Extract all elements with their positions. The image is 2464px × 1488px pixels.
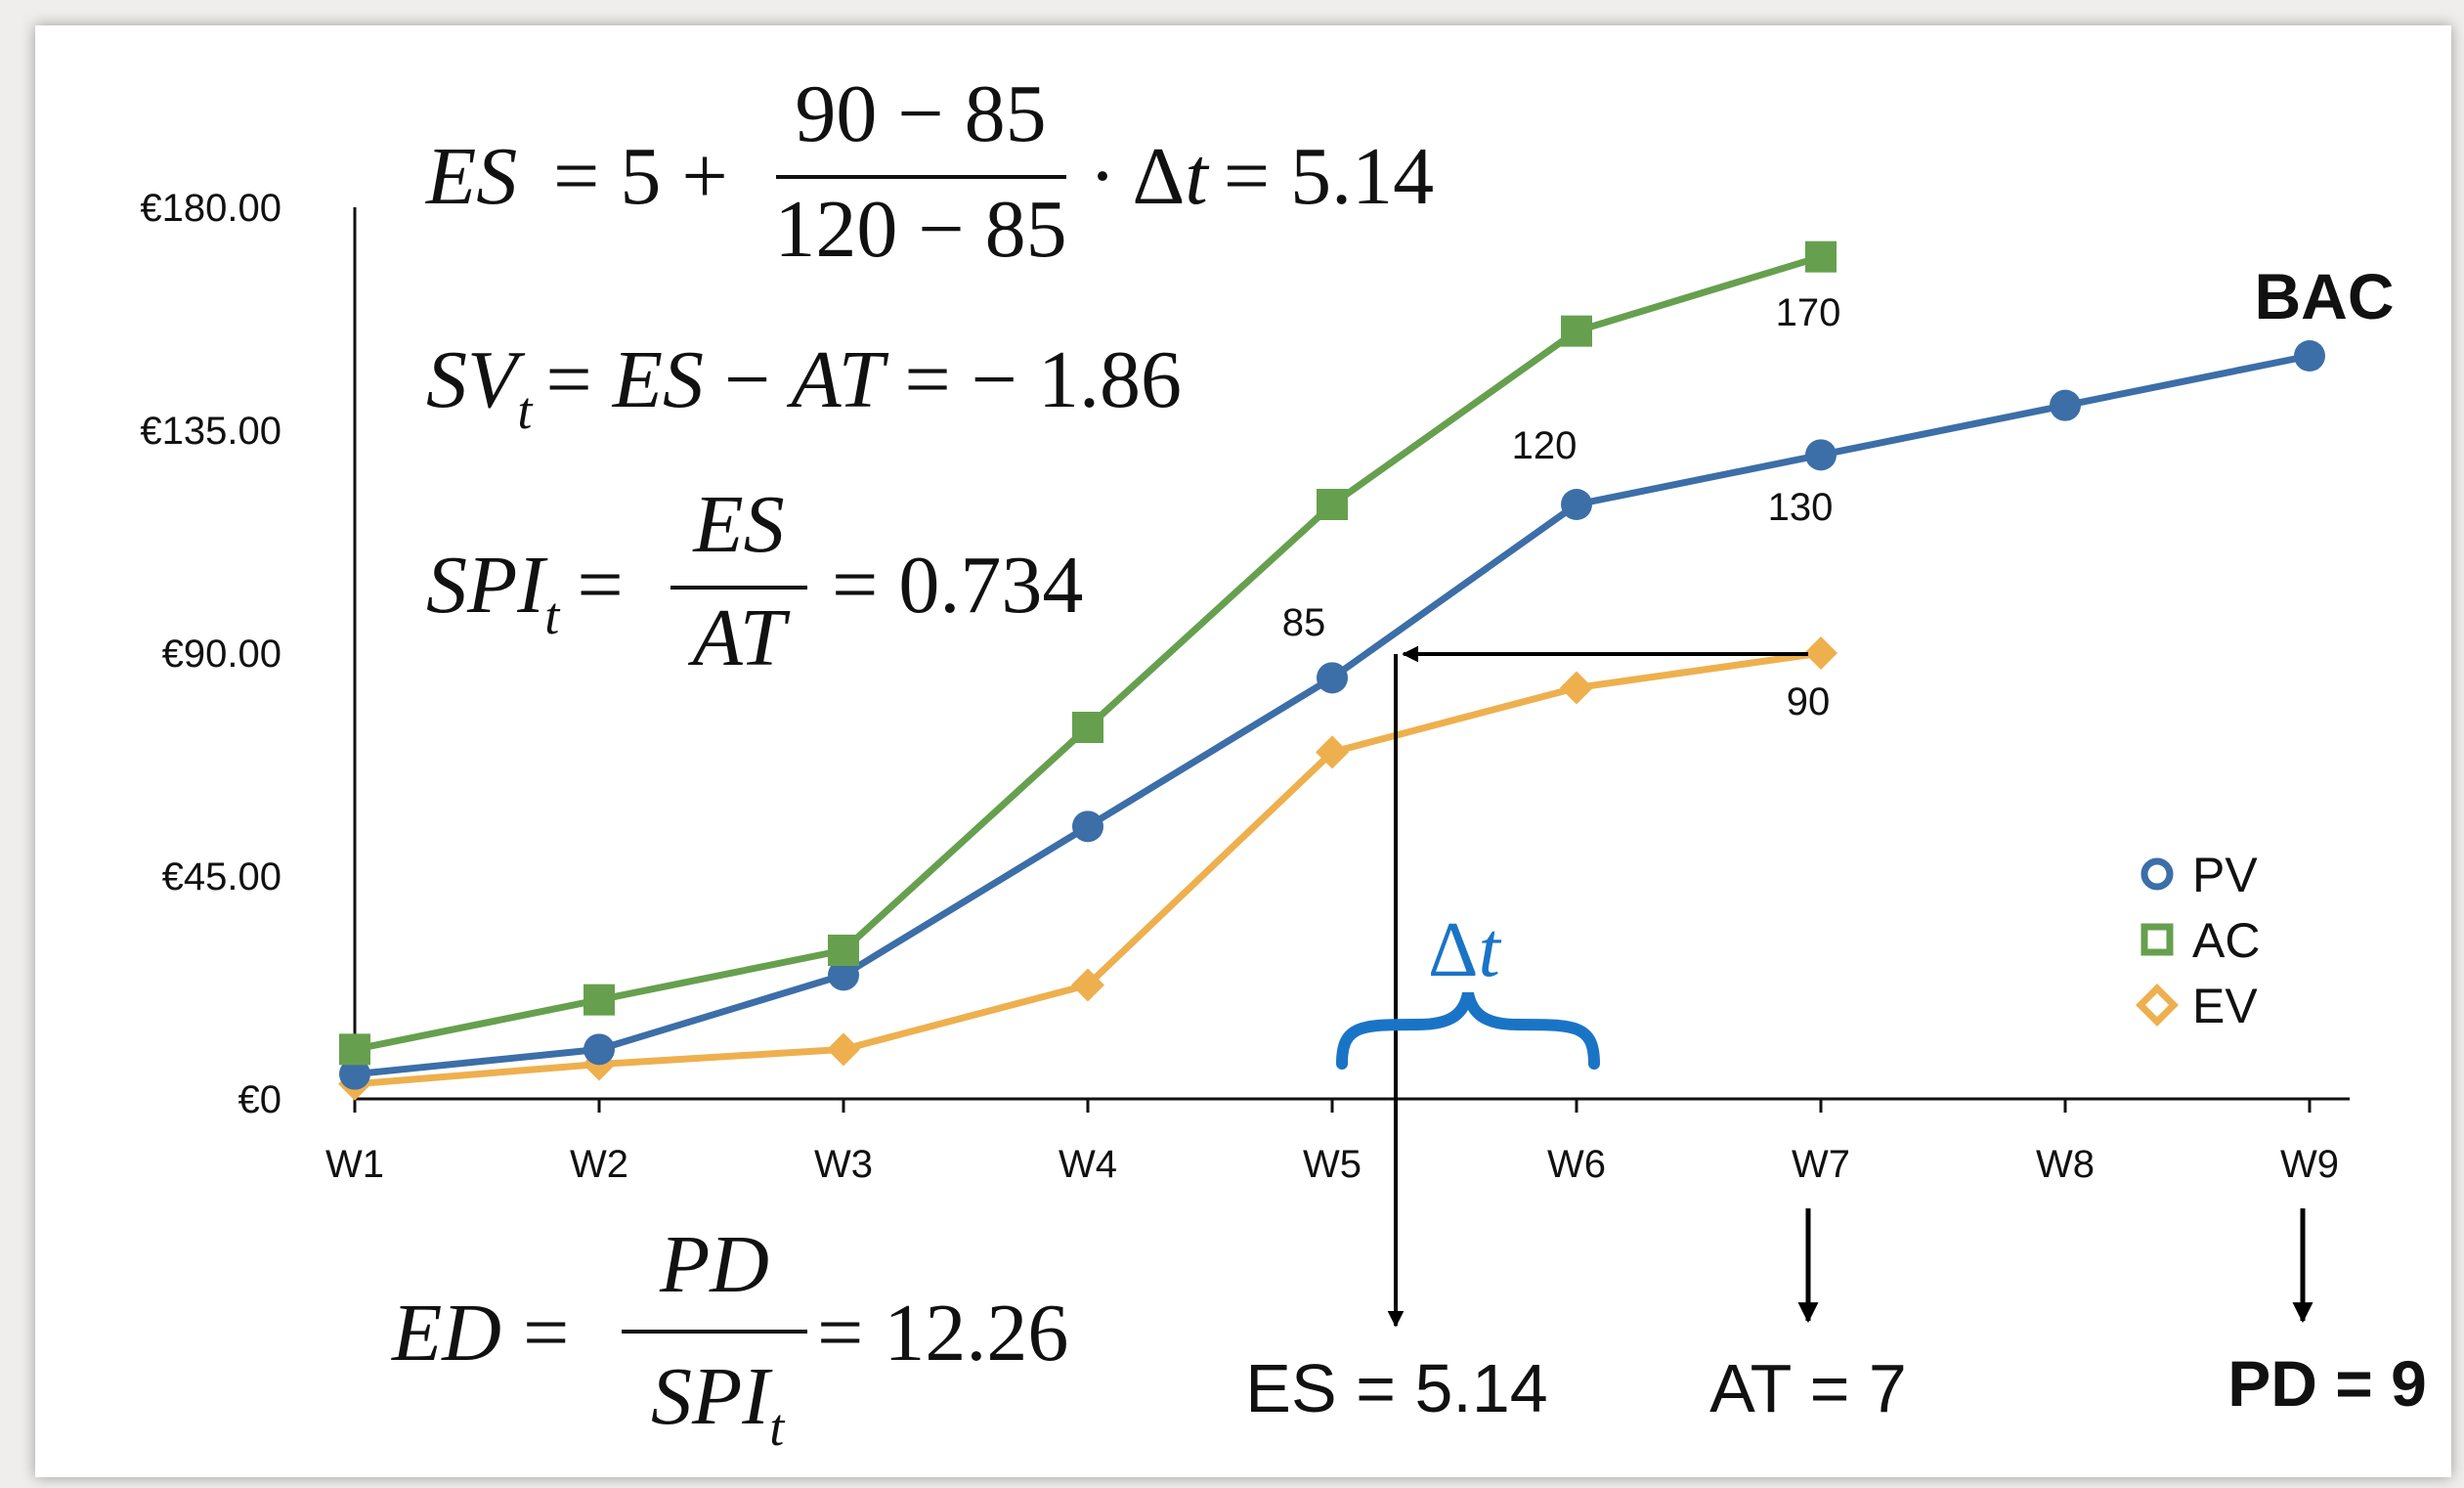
point-ac-w1 <box>339 1033 370 1066</box>
point-pv-w2 <box>584 1033 615 1066</box>
point-pv-w5 <box>1317 662 1348 694</box>
formula-ed-lhs: ED = <box>391 1288 569 1379</box>
point-pv-w1 <box>339 1058 370 1090</box>
x-tick-marks <box>353 1099 2312 1113</box>
formula-spit-numerator: ES <box>692 479 784 570</box>
x-tick-label-w1: W1 <box>325 1143 384 1186</box>
formula-es-eq: = 5 + <box>553 131 728 222</box>
legend: PV AC EV <box>2136 848 2260 1033</box>
point-pv-w8 <box>2050 389 2081 421</box>
formula-ed: ED = PD SPIt = 12.26 <box>391 1219 1068 1457</box>
y-tick-label-0: €0 <box>238 1078 282 1121</box>
delta-t-brace <box>1336 991 1600 1070</box>
formula-es-denominator: 120 − 85 <box>774 184 1066 275</box>
es-result-label: ES = 5.14 <box>1245 1350 1547 1426</box>
legend-item-pv: PV <box>2140 848 2258 902</box>
formula-es-lhs: ES <box>425 131 517 222</box>
legend-ev-label: EV <box>2192 979 2258 1033</box>
series-pv-line <box>354 352 2311 1078</box>
point-ev-w6 <box>1560 671 1593 705</box>
data-label-85: 85 <box>1282 601 1326 644</box>
series-ev <box>338 636 1837 1101</box>
legend-item-ac: AC <box>2140 913 2260 968</box>
formula-spit-result: = 0.734 <box>832 540 1083 631</box>
x-tick-labels: W1 W2 W3 W4 W5 W6 W7 W8 W9 <box>325 1143 2339 1186</box>
legend-item-ev: EV <box>2136 979 2258 1033</box>
y-tick-labels: €0 €45.00 €90.00 €135.00 €180.00 <box>140 187 281 1121</box>
point-ac-w4 <box>1072 712 1103 743</box>
delta-t-label: Δt <box>1428 907 1501 993</box>
x-tick-label-w7: W7 <box>1792 1143 1850 1186</box>
series-layer <box>338 241 2325 1101</box>
x-tick-label-w8: W8 <box>2036 1143 2095 1186</box>
data-label-120: 120 <box>1512 424 1578 467</box>
formula-ed-denominator: SPIt <box>651 1351 786 1457</box>
point-ac-w3 <box>828 935 859 966</box>
point-pv-w9 <box>2294 340 2325 372</box>
data-label-130: 130 <box>1768 486 1834 529</box>
point-ac-w7 <box>1805 241 1837 273</box>
point-ac-w2 <box>584 984 615 1016</box>
y-tick-label-4: €180.00 <box>140 187 281 230</box>
point-pv-w7 <box>1805 439 1837 471</box>
series-ac <box>339 241 1837 1066</box>
data-label-90: 90 <box>1787 680 1831 723</box>
point-ev-w3 <box>827 1032 860 1067</box>
point-ac-w5 <box>1317 489 1348 520</box>
data-label-170: 170 <box>1776 291 1841 334</box>
earned-schedule-chart: €0€45.00€90.00€135.00€180.00 W1 W2 W3 W4 W5 W… <box>140 68 2427 1457</box>
x-tick-label-w3: W3 <box>814 1143 873 1186</box>
slide: €0 €45.00 €90.00 €135.00 €180.00 W1 W2 W3 W4 W5 W… <box>35 25 2451 1477</box>
x-tick-label-w4: W4 <box>1059 1143 1117 1186</box>
formula-es: ES = 5 + 90 − 85 120 − 85 · Δt = 5.14 <box>425 68 1434 275</box>
bac-label: BAC <box>2255 260 2395 332</box>
point-pv-w3 <box>828 959 859 991</box>
formula-spit-lhs: SPIt = <box>426 540 624 645</box>
formula-spit: SPIt = ES AT = 0.734 <box>426 479 1083 683</box>
formula-ed-result: = 12.26 <box>817 1288 1068 1379</box>
pd-result-label: PD = 9 <box>2227 1347 2427 1420</box>
series-pv <box>339 340 2325 1090</box>
x-tick-label-w2: W2 <box>570 1143 628 1186</box>
x-tick-label-w9: W9 <box>2280 1143 2339 1186</box>
point-ac-w6 <box>1561 315 1592 347</box>
point-ev-w4 <box>1071 968 1104 1002</box>
formula-svt: SVt = ES − AT = − 1.86 <box>426 334 1182 440</box>
y-tick-label-2: €90.00 <box>162 633 281 676</box>
legend-ev-marker <box>2136 984 2179 1027</box>
formula-ed-numerator: PD <box>659 1219 769 1310</box>
formula-es-delta: · Δt = 5.14 <box>1089 131 1434 222</box>
x-tick-label-w6: W6 <box>1547 1143 1606 1186</box>
at-result-label: AT = 7 <box>1709 1350 1907 1426</box>
legend-pv-marker <box>2140 857 2174 891</box>
formula-es-numerator: 90 − 85 <box>795 68 1046 159</box>
point-ev-w5 <box>1316 735 1349 769</box>
formula-spit-denominator: AT <box>688 592 791 683</box>
y-tick-label-3: €135.00 <box>140 410 281 453</box>
legend-pv-label: PV <box>2192 848 2258 902</box>
x-tick-label-w5: W5 <box>1303 1143 1362 1186</box>
point-pv-w4 <box>1072 810 1103 843</box>
point-pv-w6 <box>1561 489 1592 520</box>
formula-svt-text: SVt = ES − AT = − 1.86 <box>426 334 1182 440</box>
point-ev-w7 <box>1804 636 1837 670</box>
legend-ac-marker <box>2140 923 2174 956</box>
y-tick-label-1: €45.00 <box>162 855 281 898</box>
legend-ac-label: AC <box>2192 913 2260 968</box>
